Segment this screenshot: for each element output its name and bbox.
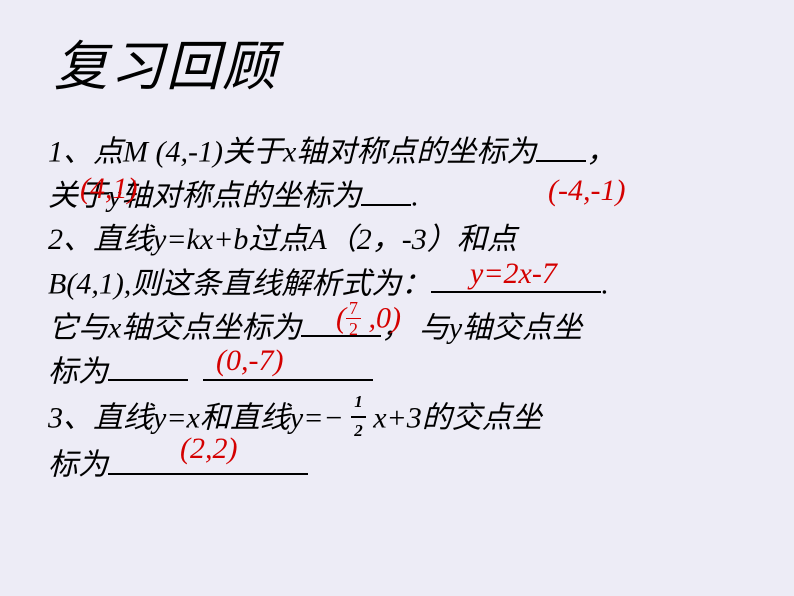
- answer-4: (72 ,0): [336, 299, 401, 338]
- answer-5: (0,-7): [216, 344, 283, 378]
- q2-line1: 2、直线y=kx+b过点A（2，-3）和点: [48, 223, 517, 256]
- q2-line3a: 它与x轴交点坐标为: [48, 311, 301, 344]
- q1-line2b: .: [411, 180, 419, 213]
- question-1: 1、点M (4,-1)关于x轴对称点的坐标为， 关于y轴对称点的坐标为.: [48, 130, 768, 218]
- q2-line3b: ， 与y轴交点坐: [381, 311, 582, 344]
- paren-close: ,0): [361, 302, 401, 335]
- slide-title: 复习回顾: [54, 22, 278, 101]
- answer-1: (4,1): [80, 172, 137, 206]
- q2-line2b: .: [601, 267, 609, 300]
- blank: [361, 174, 411, 206]
- blank: [108, 443, 188, 475]
- q2-line4a: 标为: [48, 355, 108, 388]
- q1-line1a: 1、点M (4,-1)关于x轴对称点的坐标为: [48, 136, 536, 169]
- fraction-half: 12: [351, 390, 366, 443]
- blank: [108, 350, 188, 382]
- blank: [536, 130, 586, 162]
- paren-open: (: [336, 302, 346, 335]
- q3-line2a: 标为: [48, 449, 108, 482]
- fraction-seven-halves: 72: [346, 299, 361, 338]
- q2-line2a: B(4,1),则这条直线解析式为：: [48, 267, 431, 300]
- question-2: 2、直线y=kx+b过点A（2，-3）和点 B(4,1),则这条直线解析式为：.…: [48, 218, 768, 394]
- answer-6: (2,2): [180, 432, 237, 466]
- q1-line1b: ，: [586, 136, 616, 169]
- question-3: 3、直线y=x和直线y=− 12 x+3的交点坐 标为: [48, 390, 768, 487]
- answer-2: (-4,-1): [548, 174, 625, 208]
- q3-line1b: x+3的交点坐: [366, 402, 542, 435]
- q3-line1a: 3、直线y=x和直线y=−: [48, 402, 351, 435]
- answer-3: y=2x-7: [470, 257, 557, 291]
